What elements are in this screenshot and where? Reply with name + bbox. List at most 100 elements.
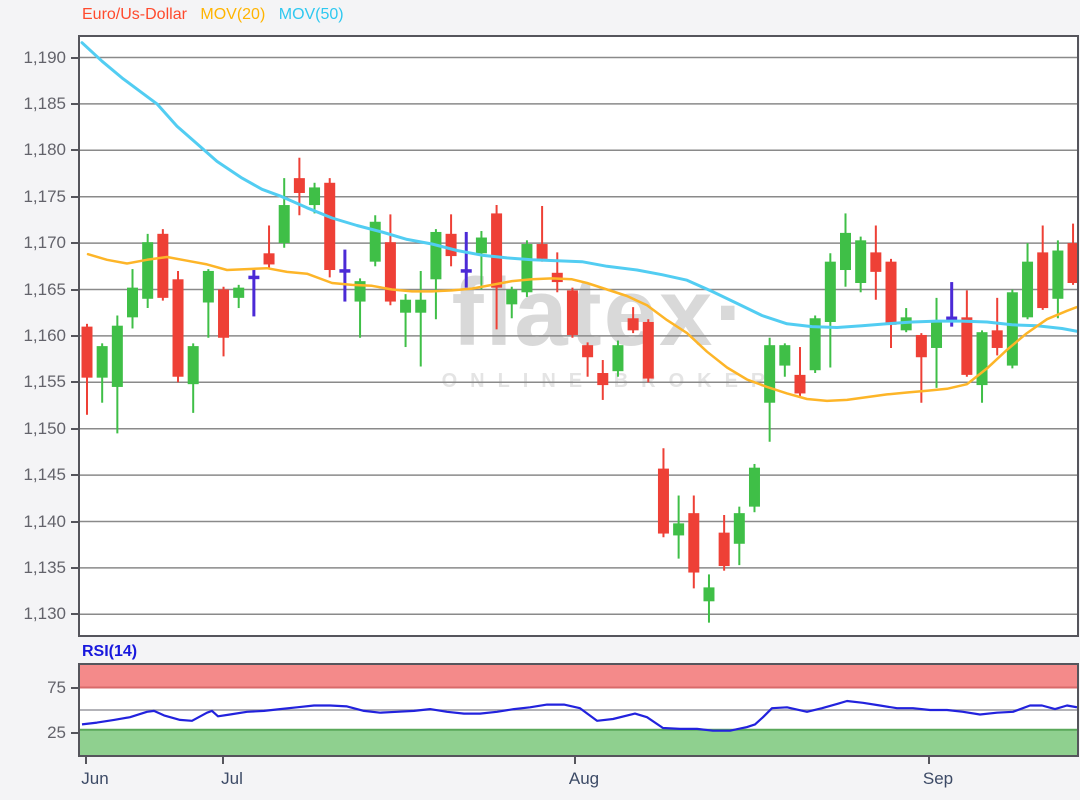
- bearish-candle: [915, 334, 927, 358]
- y-axis-tick: [71, 334, 78, 337]
- legend-mov50-label: MOV(50): [278, 6, 344, 23]
- y-axis-label: 1,180: [23, 140, 66, 160]
- bullish-candle: [673, 523, 685, 536]
- y-axis-tick: [71, 149, 78, 152]
- rsi-panel: [78, 663, 1079, 757]
- bullish-candle: [233, 287, 245, 298]
- x-axis-tick: [574, 757, 576, 764]
- bearish-candle: [536, 244, 548, 259]
- bearish-candle: [324, 182, 336, 271]
- bullish-candle: [779, 345, 791, 366]
- candles: [81, 157, 1077, 623]
- y-axis-label: 1,155: [23, 372, 66, 392]
- bullish-candle: [1052, 250, 1064, 299]
- x-axis-label: Aug: [568, 769, 600, 788]
- bullish-candle: [1006, 292, 1018, 366]
- bullish-candle: [96, 346, 108, 378]
- bearish-candle: [688, 513, 700, 573]
- bullish-candle: [400, 299, 412, 313]
- bearish-candle: [885, 261, 897, 325]
- bearish-candle: [1067, 243, 1077, 284]
- rsi-title: RSI(14): [82, 643, 138, 660]
- bullish-candle: [612, 345, 624, 372]
- y-axis-label: 1,130: [23, 604, 66, 624]
- price-gridlines: [80, 56, 1077, 616]
- bullish-candle: [764, 345, 776, 403]
- rsi-line: [81, 699, 1077, 732]
- x-axis-label: Jun: [81, 769, 109, 788]
- x-axis-label: Sep: [922, 769, 954, 788]
- y-axis-label: 1,185: [23, 93, 66, 113]
- y-axis-label: 1,190: [23, 47, 66, 67]
- bullish-candle: [187, 346, 199, 385]
- bearish-candle: [384, 242, 396, 302]
- rsi-canvas: [80, 665, 1077, 755]
- bearish-candle: [794, 374, 806, 394]
- bullish-candle: [840, 232, 851, 271]
- rsi-overbought-band: [80, 665, 1077, 688]
- bullish-candle: [931, 321, 943, 348]
- bullish-candle: [354, 281, 366, 302]
- bearish-candle: [218, 289, 230, 338]
- bearish-candle: [263, 253, 275, 265]
- y-axis-label: 1,145: [23, 465, 66, 485]
- bullish-candle: [415, 299, 427, 313]
- mov50-line: [80, 41, 1077, 333]
- x-axis-tick: [222, 757, 224, 764]
- bearish-candle: [157, 233, 169, 298]
- legend-mov20-label: MOV(20): [200, 6, 266, 23]
- y-axis-tick: [71, 520, 78, 523]
- y-axis-label: 1,150: [23, 418, 66, 438]
- y-axis-tick: [71, 56, 78, 59]
- bearish-candle: [1037, 252, 1049, 309]
- bullish-candle: [430, 231, 442, 280]
- x-axis-tick: [85, 757, 87, 764]
- bearish-candle: [597, 373, 609, 386]
- bearish-candle: [961, 317, 973, 375]
- x-axis-tick: [928, 757, 930, 764]
- y-axis-tick: [71, 474, 78, 477]
- y-axis-tick: [71, 102, 78, 105]
- bullish-candle: [521, 244, 533, 293]
- bullish-candle: [506, 289, 518, 305]
- y-axis-tick: [71, 613, 78, 616]
- bullish-candle: [855, 240, 867, 284]
- chart-legend: Euro/Us-Dollar MOV(20) MOV(50): [82, 6, 353, 24]
- bullish-candle: [127, 287, 139, 318]
- y-axis-tick: [71, 288, 78, 291]
- bullish-candle: [111, 325, 123, 387]
- y-axis-tick: [71, 566, 78, 569]
- y-axis-tick: [71, 195, 78, 198]
- legend-symbol-label: Euro/Us-Dollar: [82, 6, 187, 23]
- bullish-candle: [733, 513, 745, 544]
- bullish-candle: [824, 261, 836, 322]
- bearish-candle: [582, 345, 594, 358]
- y-axis-label: 1,165: [23, 279, 66, 299]
- mov20-line: [86, 252, 1077, 403]
- bearish-candle: [445, 233, 457, 257]
- bullish-candle: [369, 221, 381, 262]
- bearish-candle: [293, 178, 305, 193]
- price-chart-panel: flatex· ONLINE BROKER: [78, 35, 1079, 637]
- bullish-candle: [809, 318, 821, 371]
- y-axis-label: 1,135: [23, 557, 66, 577]
- bullish-candle: [309, 187, 321, 206]
- bearish-candle: [870, 252, 882, 272]
- watermark-online-broker: ONLINE BROKER: [442, 370, 779, 392]
- rsi-level-label: 75: [47, 677, 66, 697]
- rsi-level-tick: [71, 731, 78, 734]
- bearish-candle: [491, 213, 503, 288]
- bullish-candle: [976, 332, 988, 386]
- bearish-candle: [642, 321, 654, 379]
- bearish-candle: [657, 468, 669, 534]
- rsi-level-tick: [71, 686, 78, 689]
- y-axis-label: 1,175: [23, 186, 66, 206]
- bearish-candle: [566, 290, 578, 335]
- bearish-candle: [172, 279, 184, 377]
- rsi-oversold-band: [80, 729, 1077, 755]
- bullish-candle: [703, 587, 715, 602]
- bullish-candle: [202, 270, 214, 303]
- bullish-candle: [142, 242, 154, 299]
- bullish-candle: [1022, 261, 1034, 318]
